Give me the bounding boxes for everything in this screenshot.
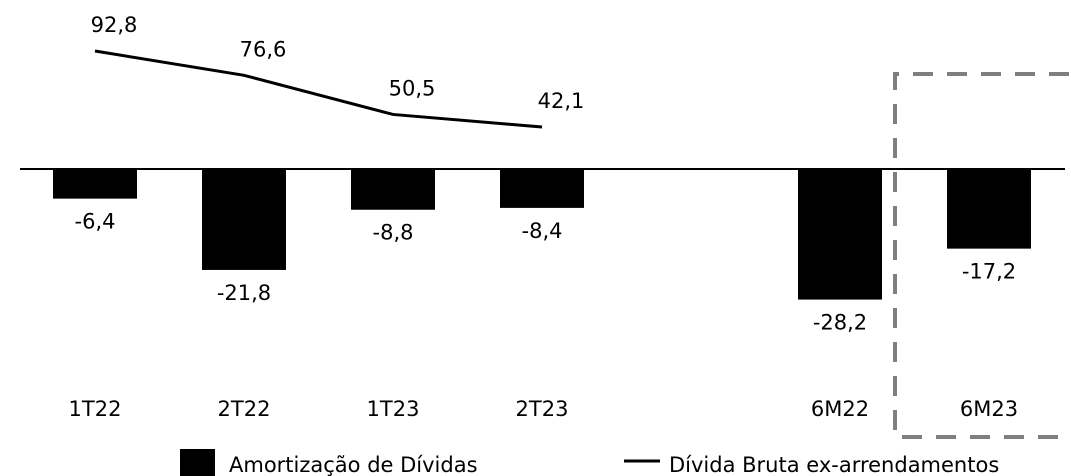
bar-label-6M23: -17,2: [962, 260, 1016, 284]
line-data-labels: 92,8 76,6 50,5 42,1: [91, 13, 585, 113]
x-tick-6M23: 6M23: [960, 397, 1018, 421]
line-divida-bruta: [94, 49, 543, 129]
x-tick-6M22: 6M22: [811, 397, 869, 421]
bar-series: [53, 169, 1031, 300]
bar-label-2T23: -8,4: [522, 219, 563, 243]
legend-bar-swatch: [180, 449, 215, 476]
bar-1T22: [53, 169, 137, 199]
legend-line-label: Dívida Bruta ex-arrendamentos: [669, 453, 999, 476]
x-tick-2T22: 2T22: [218, 397, 271, 421]
bar-label-1T23: -8,8: [373, 221, 414, 245]
bar-2T23: [500, 169, 584, 208]
x-tick-1T23: 1T23: [367, 397, 420, 421]
highlight-dashed-box: [893, 72, 1069, 439]
bar-data-labels: -6,4 -21,8 -8,8 -8,4 -28,2 -17,2: [75, 210, 1017, 335]
highlight-layer: [893, 72, 1069, 439]
bar-label-6M22: -28,2: [813, 311, 867, 335]
bar-1T23: [351, 169, 435, 210]
bar-6M22: [798, 169, 882, 300]
line-label-2T22: 76,6: [240, 37, 287, 61]
line-label-1T22: 92,8: [91, 13, 138, 37]
x-axis-tick-labels: 1T22 2T22 1T23 2T23 6M22 6M23: [69, 397, 1019, 421]
bar-label-1T22: -6,4: [75, 210, 116, 234]
legend-bar-label: Amortização de Dívidas: [229, 453, 478, 476]
x-tick-1T22: 1T22: [69, 397, 122, 421]
bar-label-2T22: -21,8: [217, 281, 271, 305]
line-label-1T23: 50,5: [389, 76, 436, 100]
line-label-2T23: 42,1: [538, 89, 585, 113]
bar-2T22: [202, 169, 286, 270]
legend: Amortização de Dívidas Dívida Bruta ex-ar…: [180, 449, 999, 476]
x-tick-2T23: 2T23: [516, 397, 569, 421]
bar-6M23: [947, 169, 1031, 249]
line-series: [94, 49, 543, 129]
